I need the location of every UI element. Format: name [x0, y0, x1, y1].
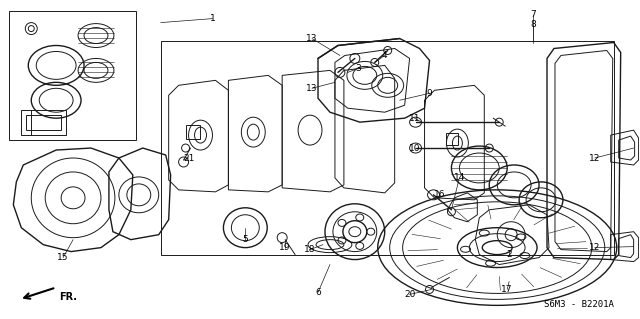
Text: S6M3 - B2201A: S6M3 - B2201A	[544, 300, 614, 309]
Text: 3: 3	[355, 64, 361, 73]
Text: 11: 11	[409, 114, 420, 123]
Text: 10: 10	[409, 144, 420, 152]
Bar	[10, 11, 136, 140]
Text: FR.: FR.	[59, 293, 77, 302]
Text: 12: 12	[589, 153, 600, 162]
Text: 17: 17	[501, 285, 513, 294]
Bar	[186, 125, 200, 139]
Text: 6: 6	[315, 288, 321, 297]
Text: 8: 8	[530, 20, 536, 29]
Text: 12: 12	[589, 243, 600, 252]
Text: 1: 1	[209, 14, 215, 23]
Bar	[447, 133, 458, 145]
Text: 15: 15	[58, 253, 69, 262]
Text: 5: 5	[243, 235, 248, 244]
Text: 20: 20	[404, 290, 415, 299]
Text: 4: 4	[382, 51, 388, 60]
Text: 16: 16	[434, 190, 445, 199]
Text: 9: 9	[427, 89, 433, 98]
Text: 7: 7	[530, 10, 536, 19]
Text: 19: 19	[280, 243, 291, 252]
Text: 13: 13	[307, 84, 318, 93]
Text: 13: 13	[307, 34, 318, 43]
Text: 21: 21	[183, 153, 195, 162]
Text: 14: 14	[454, 174, 465, 182]
Text: 18: 18	[304, 245, 316, 254]
Text: 2: 2	[506, 250, 512, 259]
